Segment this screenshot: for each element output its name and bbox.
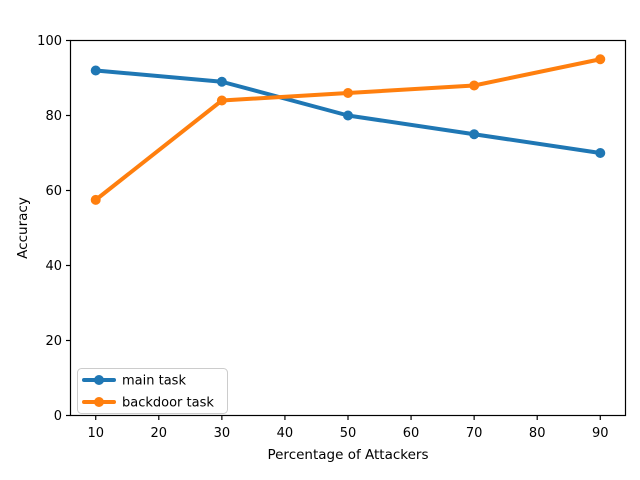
series-line [93, 57, 603, 202]
y-tick-label: 100 [37, 34, 62, 49]
legend-marker-sample [94, 397, 104, 407]
data-point [469, 80, 480, 91]
series-main-task [90, 65, 606, 158]
legend-entry-label: backdoor task [122, 396, 214, 411]
y-axis-label: Accuracy [15, 197, 31, 259]
data-point [343, 88, 353, 98]
data-point [343, 110, 353, 121]
data-point [469, 129, 480, 140]
data-point [216, 95, 227, 106]
y-tick-label: 40 [45, 259, 62, 274]
x-tick-label: 60 [403, 426, 420, 441]
y-tick-label: 20 [45, 334, 62, 349]
x-tick-label: 70 [466, 426, 483, 441]
x-tick-label: 30 [214, 426, 231, 441]
legend-entry: backdoor task [82, 396, 214, 411]
series-backdoor-task [90, 54, 606, 205]
y-tick-label: 60 [45, 184, 62, 199]
legend-entry-label: main task [122, 374, 186, 389]
data-point [90, 65, 101, 76]
x-tick-label: 40 [277, 426, 294, 441]
legend-marker-sample [94, 375, 104, 385]
data-point [90, 194, 101, 205]
x-tick-label: 20 [151, 426, 168, 441]
x-tick-label: 80 [529, 426, 546, 441]
legend: main task backdoor task [77, 368, 228, 414]
data-point [595, 148, 606, 158]
y-axis: 0 20 40 60 80 100 [37, 34, 71, 424]
y-tick-label: 0 [54, 409, 62, 424]
data-point [595, 54, 606, 65]
x-axis-label: Percentage of Attackers [267, 447, 428, 463]
x-tick-label: 50 [340, 426, 357, 441]
x-tick-label: 10 [87, 426, 104, 441]
y-tick-label: 80 [45, 109, 62, 124]
plot-box [69, 39, 627, 417]
x-tick-label: 90 [592, 426, 609, 441]
x-axis: 10 20 30 40 50 60 70 80 90 [87, 415, 609, 441]
data-point [216, 76, 227, 87]
legend-entry: main task [82, 374, 186, 389]
